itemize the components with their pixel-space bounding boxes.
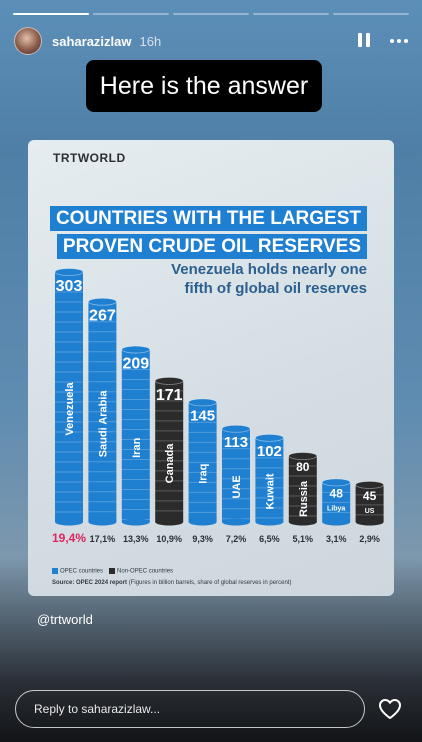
bar-category-label: Libya bbox=[327, 505, 345, 512]
bar-share-label: 9,3% bbox=[192, 534, 213, 544]
reply-input[interactable] bbox=[15, 690, 365, 728]
bar-value-label: 171 bbox=[156, 387, 183, 404]
title-line-1: COUNTRIES WITH THE LARGEST bbox=[49, 206, 367, 231]
bar-value-label: 45 bbox=[363, 489, 377, 503]
bar-value-label: 303 bbox=[56, 278, 83, 295]
bar-canada bbox=[154, 377, 184, 526]
bar-category-label: UAE bbox=[231, 475, 243, 498]
legend-opec: OPEC countries bbox=[52, 568, 103, 575]
bar-us bbox=[355, 480, 385, 526]
chart-title: COUNTRIES WITH THE LARGEST PROVEN CRUDE … bbox=[49, 206, 367, 259]
bar-iraq bbox=[188, 398, 218, 526]
bar-value-label: 145 bbox=[190, 407, 215, 424]
more-icon[interactable] bbox=[390, 39, 408, 43]
bar-value-label: 113 bbox=[224, 434, 248, 451]
oil-reserves-chart: 303 Venezuela 19,4% 267 Saudi Arabia 17,1% 209… bbox=[52, 268, 385, 545]
bar-value-label: 209 bbox=[122, 356, 149, 373]
bar-share-label: 6,5% bbox=[259, 534, 280, 544]
bar-value-label: 102 bbox=[257, 443, 282, 460]
bar-value-label: 80 bbox=[296, 460, 310, 474]
brand-logo: TRTWORLD bbox=[53, 151, 126, 165]
heart-icon[interactable] bbox=[378, 698, 402, 720]
bar-uae bbox=[221, 424, 251, 526]
bar-venezuela bbox=[54, 268, 84, 526]
story-header: saharazizlaw 16h bbox=[14, 26, 408, 56]
avatar[interactable] bbox=[14, 27, 42, 55]
bar-category-label: Iraq bbox=[198, 464, 210, 484]
post-time: 16h bbox=[139, 33, 162, 49]
bar-category-label: Iran bbox=[131, 437, 143, 457]
infographic-card: 303 Venezuela 19,4% 267 Saudi Arabia 17,1% 209… bbox=[28, 140, 394, 596]
bar-value-label: 48 bbox=[330, 486, 344, 500]
pause-icon[interactable] bbox=[358, 33, 372, 49]
bar-category-label: US bbox=[365, 508, 375, 515]
bar-share-label: 5,1% bbox=[293, 534, 314, 544]
username[interactable]: saharazizlaw bbox=[52, 33, 132, 49]
legend-nonopec: Non-OPEC countries bbox=[109, 568, 173, 575]
bar-share-label: 17,1% bbox=[90, 534, 116, 544]
bar-category-label: Canada bbox=[164, 443, 176, 484]
chart-subtitle: Venezuela holds nearly one fifth of glob… bbox=[171, 260, 367, 298]
bar-category-label: Kuwait bbox=[264, 473, 276, 509]
bar-share-label: 7,2% bbox=[226, 534, 247, 544]
progress-segment-active bbox=[13, 13, 89, 15]
subtitle-line-2: fifth of global oil reserves bbox=[184, 280, 367, 297]
bar-category-label: Russia bbox=[298, 480, 310, 517]
subtitle-line-1: Venezuela holds nearly one bbox=[171, 261, 367, 278]
bar-share-label: 2,9% bbox=[359, 534, 380, 544]
bar-category-label: Saudi Arabia bbox=[97, 390, 109, 458]
chart-source: Source: OPEC 2024 report (Figures in bil… bbox=[52, 580, 292, 586]
bar-russia bbox=[288, 452, 318, 526]
bar-category-label: Venezuela bbox=[64, 382, 76, 436]
progress-segment bbox=[333, 13, 409, 15]
bar-share-label: 3,1% bbox=[326, 534, 347, 544]
bar-share-label: 19,4% bbox=[52, 531, 86, 545]
account-handle[interactable]: @trtworld bbox=[37, 612, 93, 627]
bar-kuwait bbox=[254, 433, 284, 526]
progress-segment bbox=[253, 13, 329, 15]
progress-segment bbox=[93, 13, 169, 15]
bar-share-label: 10,9% bbox=[156, 534, 182, 544]
answer-text: Here is the answer bbox=[86, 60, 322, 112]
bar-saudi-arabia bbox=[88, 297, 117, 526]
bar-iran bbox=[121, 345, 151, 526]
chart-legend: OPEC countries Non-OPEC countries bbox=[52, 568, 173, 575]
story-progress bbox=[13, 13, 409, 15]
bar-libya bbox=[321, 478, 351, 526]
bar-share-label: 13,3% bbox=[123, 534, 149, 544]
title-line-2: PROVEN CRUDE OIL RESERVES bbox=[56, 234, 367, 259]
bar-value-label: 267 bbox=[89, 308, 116, 325]
progress-segment bbox=[173, 13, 249, 15]
